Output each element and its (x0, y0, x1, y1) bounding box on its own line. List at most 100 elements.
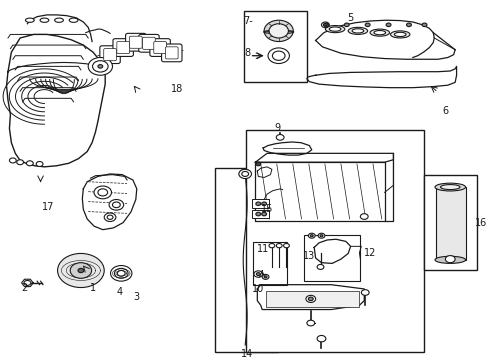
Circle shape (58, 253, 104, 288)
Text: 17: 17 (42, 202, 54, 212)
Circle shape (112, 202, 120, 208)
Circle shape (36, 162, 43, 166)
Circle shape (308, 297, 313, 301)
Text: 4: 4 (117, 287, 122, 297)
FancyBboxPatch shape (129, 36, 142, 48)
Text: 14: 14 (241, 349, 253, 359)
Ellipse shape (390, 31, 409, 38)
Circle shape (78, 268, 83, 273)
Bar (304, 235, 360, 281)
Circle shape (344, 23, 348, 27)
Ellipse shape (55, 18, 63, 22)
FancyBboxPatch shape (154, 41, 166, 54)
Circle shape (75, 266, 86, 275)
Circle shape (70, 263, 91, 278)
Circle shape (267, 48, 289, 63)
Text: 3: 3 (133, 292, 140, 302)
Bar (252, 210, 268, 218)
Ellipse shape (347, 27, 367, 35)
Text: 10: 10 (252, 284, 264, 294)
Circle shape (94, 186, 111, 199)
Ellipse shape (394, 32, 405, 37)
Text: 18: 18 (170, 84, 183, 94)
Ellipse shape (69, 18, 78, 22)
Circle shape (445, 256, 454, 263)
Circle shape (262, 274, 268, 279)
Circle shape (272, 51, 285, 60)
Circle shape (24, 280, 31, 285)
Bar (435, 187, 466, 260)
Text: 12: 12 (363, 248, 375, 258)
Circle shape (109, 199, 123, 210)
Text: 5: 5 (347, 13, 353, 23)
Circle shape (310, 235, 313, 237)
Ellipse shape (351, 29, 363, 33)
Text: 1: 1 (90, 283, 96, 293)
Circle shape (276, 243, 282, 248)
Circle shape (255, 162, 260, 166)
Circle shape (261, 212, 266, 216)
Circle shape (316, 336, 325, 342)
FancyBboxPatch shape (165, 47, 178, 59)
Circle shape (319, 235, 322, 237)
Circle shape (268, 24, 288, 38)
Circle shape (110, 266, 132, 281)
Circle shape (306, 320, 314, 326)
Bar (423, 175, 476, 270)
Text: 9: 9 (274, 123, 280, 133)
Ellipse shape (434, 183, 465, 191)
Bar (243, 12, 306, 82)
Text: 16: 16 (474, 217, 486, 228)
Ellipse shape (434, 256, 465, 264)
Circle shape (361, 290, 368, 295)
FancyBboxPatch shape (142, 37, 155, 49)
Circle shape (26, 161, 33, 166)
FancyBboxPatch shape (117, 41, 129, 54)
Circle shape (253, 271, 262, 277)
Circle shape (98, 64, 102, 68)
Circle shape (241, 171, 248, 176)
Circle shape (268, 243, 274, 248)
FancyBboxPatch shape (125, 33, 146, 51)
FancyBboxPatch shape (139, 35, 159, 52)
Circle shape (238, 169, 251, 179)
FancyBboxPatch shape (150, 39, 170, 57)
Ellipse shape (373, 31, 385, 35)
Circle shape (264, 276, 266, 278)
Ellipse shape (325, 26, 344, 33)
Circle shape (406, 23, 410, 27)
Circle shape (321, 22, 328, 28)
Ellipse shape (440, 185, 459, 190)
Circle shape (107, 215, 113, 219)
Circle shape (92, 61, 108, 72)
Text: 15: 15 (260, 204, 273, 215)
Circle shape (283, 243, 289, 248)
Text: 6: 6 (442, 106, 447, 116)
Circle shape (323, 23, 328, 27)
Ellipse shape (40, 18, 49, 22)
Circle shape (365, 23, 369, 27)
Ellipse shape (25, 18, 34, 22)
Circle shape (114, 268, 128, 278)
Bar (253, 242, 287, 285)
Bar (265, 291, 359, 307)
Circle shape (255, 212, 260, 216)
FancyBboxPatch shape (103, 49, 116, 61)
Circle shape (276, 135, 284, 140)
Ellipse shape (263, 30, 293, 34)
FancyBboxPatch shape (113, 39, 133, 57)
Ellipse shape (328, 27, 340, 31)
Circle shape (64, 258, 97, 283)
Circle shape (117, 270, 125, 276)
Circle shape (9, 158, 16, 163)
Text: 2: 2 (21, 283, 27, 293)
Circle shape (88, 58, 112, 75)
Ellipse shape (369, 29, 389, 36)
FancyBboxPatch shape (161, 44, 182, 62)
Text: 7-: 7- (242, 16, 252, 26)
Circle shape (316, 265, 323, 269)
Circle shape (256, 273, 260, 275)
Text: 13: 13 (303, 251, 315, 261)
Circle shape (386, 23, 390, 27)
Circle shape (421, 23, 426, 27)
